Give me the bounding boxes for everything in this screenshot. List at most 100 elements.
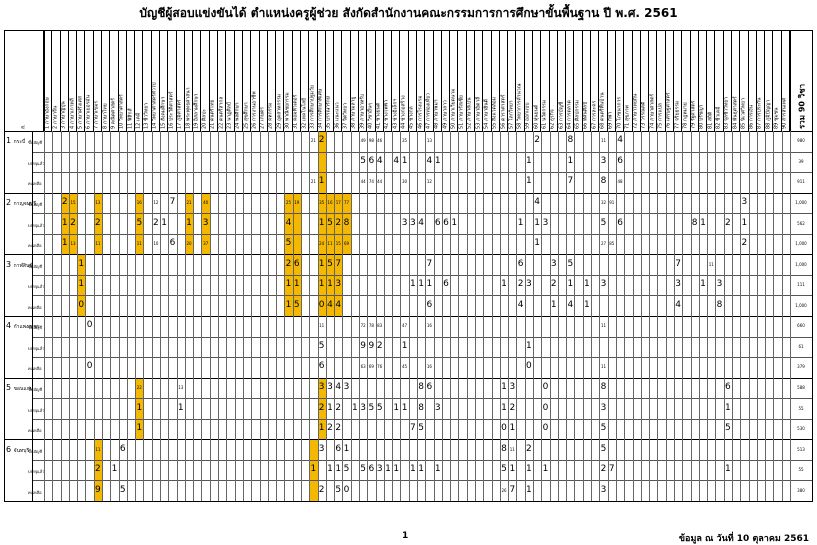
subject-header: 70 โภชนาการ xyxy=(616,31,625,131)
subject-header-label: 51 ภาษารัสเซีย xyxy=(458,95,465,129)
table-cell-value: 1 xyxy=(393,464,400,475)
column-divider xyxy=(491,131,493,501)
table-cell-value: 1 xyxy=(401,155,408,166)
column-divider xyxy=(325,131,327,501)
row-type-label: บรรจุแล้ว xyxy=(28,469,45,475)
row-divider xyxy=(32,357,812,359)
column-divider xyxy=(267,131,269,501)
column-divider xyxy=(118,131,120,501)
table-cell-value: 3 xyxy=(716,279,723,290)
row-type-label: บรรจุแล้ว xyxy=(28,284,45,290)
province-no: 4 xyxy=(6,321,14,331)
subject-header: 14 วิทยาศาสตร์ทั่วไป xyxy=(151,31,161,131)
column-divider xyxy=(52,131,54,501)
column-divider xyxy=(607,131,609,501)
table-cell-value: 21 xyxy=(310,138,316,144)
table-cell-value: 1 xyxy=(550,299,557,310)
table-cell-value: 6 xyxy=(724,381,731,392)
page-title: บัญชีผู้สอบแข่งขันได้ ตำแหน่งครูผู้ช่วย … xyxy=(139,6,678,20)
table-cell-value: 3 xyxy=(542,217,549,228)
column-divider xyxy=(773,131,775,501)
table-cell-value: 11 xyxy=(708,261,714,267)
table-cell-value: 2 xyxy=(534,135,541,146)
subject-header: 50 ภาษาเวียดนาม xyxy=(450,31,459,131)
column-divider xyxy=(300,131,302,501)
subject-header-label: 18 พระพุทธศาสนา xyxy=(185,87,192,129)
subject-header: 45 ช่างกล xyxy=(409,31,417,131)
subject-header-label: 39 ภาษาอาหรับ xyxy=(359,93,366,129)
table-cell-value: 0 xyxy=(86,361,93,372)
table-cell-value: 4 xyxy=(426,155,433,166)
column-divider xyxy=(176,131,178,501)
subject-header: 22 ดนตรีสากล xyxy=(218,31,227,131)
subject-header-label: 5 ภาษาฝรั่งเศส xyxy=(77,96,84,129)
province-label: 6 จันทบุรี xyxy=(6,445,29,455)
table-cell-value: 1 xyxy=(136,402,143,413)
table-cell-value: 1 xyxy=(700,279,706,290)
row-total: 55 xyxy=(798,467,804,473)
subject-header: 78 กฎหมาย xyxy=(682,31,691,131)
column-divider xyxy=(392,131,394,501)
table-cell-value: 8 xyxy=(600,176,607,187)
table-cell-value: 11 xyxy=(600,364,607,370)
table-cell-value: 1 xyxy=(434,155,441,166)
table-cell-value: 1 xyxy=(584,299,590,310)
table-cell-value: 1 xyxy=(509,423,516,434)
row-type-label: บรรจุแล้ว xyxy=(28,345,45,351)
table-cell-value: 1 xyxy=(161,217,168,228)
subject-header-label: 16 ประวัติศาสตร์ xyxy=(168,91,175,129)
subject-header: 68 ดนตรีพื้นบ้าน xyxy=(599,31,608,131)
column-divider xyxy=(358,131,360,501)
province-no: 1 xyxy=(6,136,14,146)
subject-header: 10 วิทยาศาสตร์ xyxy=(119,31,127,131)
subject-header-label: 3 ภาษาญี่ปุ่น xyxy=(60,101,67,129)
table-cell-value: 25 xyxy=(285,199,292,205)
subject-header-label: 15 สังคมศึกษา xyxy=(160,96,167,129)
table-cell-value: 17 xyxy=(335,199,341,205)
table-cell-value: 11 xyxy=(136,241,142,247)
subject-header-label: 34 การศึกษาพิเศษ xyxy=(317,88,324,129)
column-divider xyxy=(441,131,443,501)
table-cell-value: 1 xyxy=(409,464,416,475)
table-cell-value: 1 xyxy=(418,464,424,475)
table-cell-value: 1 xyxy=(584,279,590,290)
table-cell-value: 1 xyxy=(517,217,524,228)
subject-header-label: 55 สิ่งแวดล้อม xyxy=(491,96,498,129)
table-cell-value: 3 xyxy=(360,402,366,413)
row-divider xyxy=(32,274,812,276)
subject-header-label: 48 ภาษาพม่า xyxy=(433,99,440,129)
table-cell-value: 77 xyxy=(343,199,350,205)
subject-header: 75 การแปล xyxy=(657,31,666,131)
subject-header-label: 20 ศิลปะ xyxy=(201,108,208,129)
row-total: 39 xyxy=(798,158,804,164)
row-total: 980 xyxy=(797,138,805,144)
table-cell-value: 1 xyxy=(426,279,433,290)
subject-header-label: 79 รัฐศาสตร์ xyxy=(690,100,697,129)
table-cell-value: 2 xyxy=(61,196,68,207)
table-cell-value: 78 xyxy=(368,323,374,329)
subject-header-label: 1 ภาษาอังกฤษ xyxy=(44,97,51,129)
row-total: 61 xyxy=(798,343,804,349)
table-cell-value: 4 xyxy=(393,155,400,166)
column-divider xyxy=(624,131,626,501)
column-divider xyxy=(649,131,651,501)
table-cell-value: 1 xyxy=(318,279,325,290)
table-cell-value: 3 xyxy=(600,402,607,413)
subject-header: 24 พลศึกษา xyxy=(235,31,243,131)
subject-header-label: 21 ดนตรีไทย xyxy=(209,99,216,129)
table-cell-value: 45 xyxy=(402,364,408,370)
table-cell-value: 12 xyxy=(153,199,159,205)
table-cell-value: 4 xyxy=(675,299,681,310)
subject-header-label: 12 เคมี xyxy=(135,112,142,129)
subject-header: 18 พระพุทธศาสนา xyxy=(185,31,194,131)
table-cell-value: 16 xyxy=(136,199,142,205)
subject-header-label: 14 วิทยาศาสตร์ทั่วไป xyxy=(151,82,158,129)
row-divider xyxy=(32,172,812,174)
highlight-cell xyxy=(69,193,78,255)
subject-header: 72 ภาษาไทยถิ่น xyxy=(633,31,641,131)
subject-header: 38 ภาษามลายู xyxy=(351,31,359,131)
column-divider xyxy=(193,131,195,501)
table-cell-value: 1 xyxy=(526,484,532,495)
table-cell-value: 8 xyxy=(600,381,607,392)
table-cell-value: 2 xyxy=(550,279,557,290)
